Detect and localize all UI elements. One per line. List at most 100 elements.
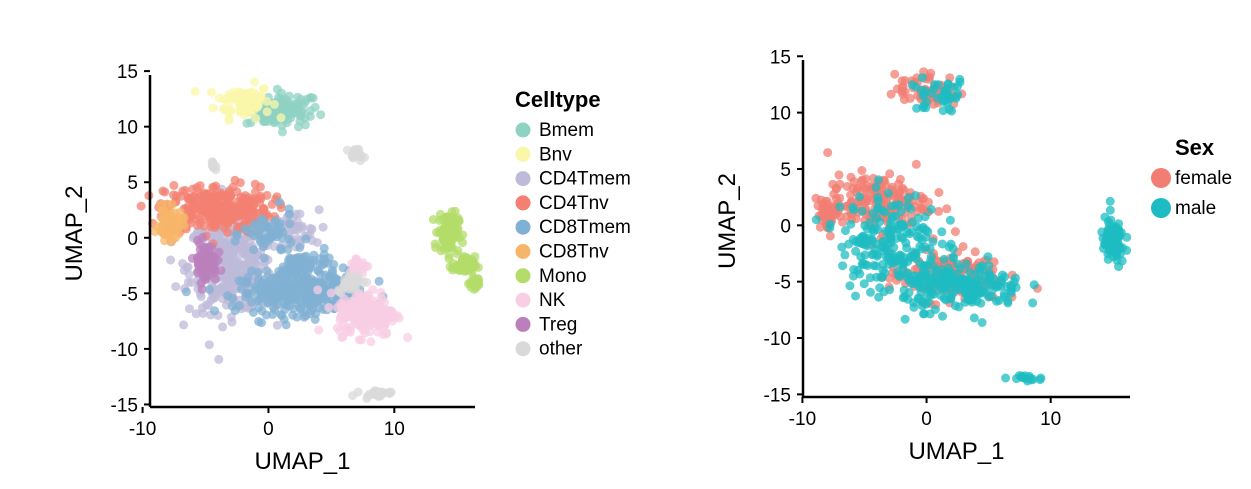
data-point: [838, 261, 848, 271]
data-point: [328, 268, 337, 278]
data-point: [366, 337, 376, 347]
data-point: [1122, 245, 1132, 255]
data-point: [969, 292, 979, 301]
data-point: [1112, 247, 1122, 257]
data-point: [196, 292, 206, 302]
data-point: [319, 250, 329, 260]
data-point: [955, 77, 965, 87]
data-point: [846, 172, 856, 182]
data-point: [845, 281, 855, 291]
data-point: [276, 243, 286, 253]
data-point: [816, 195, 826, 205]
data-point: [874, 292, 884, 302]
data-point: [860, 260, 870, 269]
data-point: [982, 280, 992, 290]
data-point: [930, 305, 940, 314]
data-point: [834, 170, 844, 180]
data-point: [281, 94, 291, 104]
data-point: [934, 188, 944, 197]
data-point: [911, 191, 920, 200]
data-point: [377, 307, 387, 317]
series-other: [207, 144, 396, 403]
data-point: [871, 183, 881, 192]
data-point: [961, 289, 971, 299]
data-point: [229, 213, 239, 223]
data-point: [319, 243, 329, 253]
data-point: [450, 206, 460, 216]
data-point: [362, 301, 372, 311]
data-point: [265, 287, 275, 297]
data-point: [374, 276, 384, 286]
data-point: [852, 184, 862, 194]
data-point: [210, 306, 219, 316]
data-point: [1104, 246, 1114, 256]
data-point: [198, 254, 208, 264]
legend-swatch: [515, 244, 531, 259]
data-point: [929, 261, 938, 271]
legend-swatch: [1151, 198, 1171, 218]
data-point: [286, 237, 296, 247]
y-tick-label: 15: [770, 47, 791, 68]
data-point: [878, 266, 888, 275]
data-point: [204, 242, 214, 252]
y-axis-label: UMAP_2: [61, 185, 88, 281]
data-point: [384, 313, 394, 323]
data-point: [1020, 371, 1030, 381]
data-point: [164, 222, 174, 232]
data-point: [938, 311, 947, 321]
data-point: [166, 255, 176, 265]
data-point: [186, 278, 196, 287]
data-point: [301, 234, 311, 244]
data-point: [878, 272, 887, 282]
data-point: [262, 107, 272, 117]
data-point: [208, 182, 218, 192]
data-point: [179, 265, 189, 275]
data-point: [860, 240, 870, 250]
data-point: [1103, 217, 1113, 227]
data-point: [470, 261, 480, 271]
data-point: [164, 231, 174, 241]
data-point: [343, 327, 352, 337]
data-point: [355, 305, 365, 315]
data-point: [849, 265, 859, 274]
data-point: [262, 97, 272, 106]
data-point: [937, 92, 946, 102]
y-tick-label: 5: [780, 160, 791, 181]
data-point: [231, 229, 241, 239]
data-point: [304, 263, 314, 273]
legend-label: other: [539, 339, 583, 360]
data-point: [840, 250, 850, 260]
data-point: [919, 309, 928, 319]
data-point: [260, 219, 270, 229]
data-point: [969, 313, 979, 323]
data-point: [825, 231, 835, 241]
data-point: [211, 165, 221, 175]
data-point: [295, 116, 305, 126]
data-point: [1010, 273, 1020, 283]
data-point: [250, 179, 260, 189]
data-point: [307, 277, 317, 287]
data-point: [1105, 196, 1115, 206]
data-point: [313, 285, 323, 295]
data-point: [198, 308, 208, 318]
data-point: [262, 190, 272, 200]
series-Bnv: [190, 77, 286, 125]
data-point: [230, 236, 240, 246]
data-point: [150, 227, 160, 237]
data-point: [362, 393, 372, 403]
data-point: [886, 238, 896, 248]
data-point: [274, 93, 283, 102]
data-point: [284, 209, 294, 219]
legend-label: Bnv: [539, 144, 572, 165]
data-point: [354, 335, 364, 345]
data-point: [235, 301, 244, 310]
data-point: [869, 261, 879, 270]
data-point: [200, 273, 210, 282]
sex-umap-panel: -10 0 10 15 10 5 0 -5 -10 -15 UMAP_1 UMAP_2 Sex femal…: [714, 47, 1232, 465]
legend-title: Sex: [1175, 135, 1215, 160]
x-tick-label: -10: [129, 419, 156, 440]
series-Treg: [187, 232, 226, 294]
data-point: [898, 293, 908, 303]
data-point: [319, 292, 329, 302]
data-point: [970, 247, 980, 257]
